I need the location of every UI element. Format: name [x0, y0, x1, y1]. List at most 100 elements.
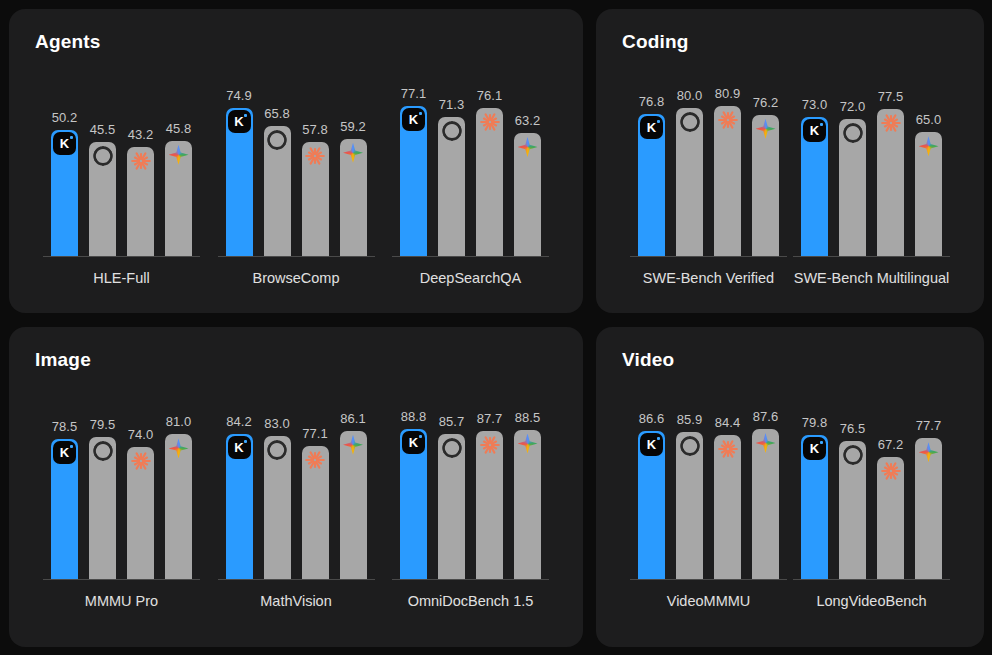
- k-accent-dot: [820, 441, 823, 444]
- kimi-icon: K: [402, 431, 425, 454]
- benchmark-label: MMMU Pro: [85, 593, 158, 609]
- bar-value-label: 86.6: [639, 411, 664, 426]
- bar: [839, 441, 866, 580]
- panel-coding-groups: 76.8K80.080.976.2SWE-Bench Verified73.0K…: [622, 78, 958, 286]
- k-accent-dot: [244, 114, 247, 117]
- bar: [438, 434, 465, 579]
- bar: [302, 142, 329, 256]
- bar-value-label: 88.8: [401, 409, 426, 424]
- openai-icon: [680, 112, 700, 132]
- baseline-axis: [218, 256, 375, 257]
- bar-column: 80.0: [676, 88, 703, 256]
- bar: [877, 109, 904, 256]
- benchmark-label: SWE-Bench Multilingual: [794, 270, 950, 286]
- panel-image: Image 78.5K79.574.081.0MMMU Pro84.2K83.0…: [9, 327, 583, 647]
- bar-column: 80.9: [714, 86, 741, 256]
- bar-column: 84.2 K: [226, 414, 253, 579]
- bar-cluster: 73.0 K 72.0 77.5 65.0: [801, 78, 942, 256]
- bar-value-label: 65.8: [264, 106, 289, 121]
- bar-column: 76.2: [752, 95, 779, 256]
- bar-column: 86.6 K: [638, 411, 665, 579]
- highlighted-bar: K: [400, 429, 427, 579]
- baseline-axis: [630, 256, 787, 257]
- bar-value-label: 86.1: [340, 411, 365, 426]
- bar: [165, 434, 192, 579]
- benchmark-group: 78.5K79.574.081.0MMMU Pro: [43, 401, 200, 609]
- highlighted-bar: K: [638, 114, 665, 256]
- bar-value-label: 45.5: [90, 122, 115, 137]
- panel-title-video: Video: [622, 349, 958, 371]
- openai-icon: [442, 438, 462, 458]
- bar: [264, 436, 291, 579]
- bar-column: 83.0: [264, 416, 291, 579]
- highlighted-bar: K: [400, 106, 427, 256]
- k-accent-dot: [419, 435, 422, 438]
- bar: [752, 429, 779, 579]
- baseline-axis: [218, 579, 375, 580]
- bar-column: 73.0 K: [801, 97, 828, 256]
- bar-value-label: 43.2: [128, 127, 153, 142]
- bar-column: 45.5: [89, 122, 116, 257]
- bar-value-label: 85.9: [677, 412, 702, 427]
- bar-value-label: 80.9: [715, 86, 740, 101]
- baseline-axis: [793, 256, 950, 257]
- bar-value-label: 76.1: [477, 88, 502, 103]
- bar-column: 77.5: [877, 89, 904, 256]
- bar-column: 59.2: [340, 119, 367, 256]
- bar-cluster: 74.9K65.857.859.2: [226, 78, 367, 256]
- k-letter: K: [810, 124, 819, 137]
- k-letter: K: [647, 121, 656, 134]
- panel-title-coding: Coding: [622, 31, 958, 53]
- claude-icon: [131, 151, 151, 171]
- bar-column: 76.8K: [638, 94, 665, 256]
- claude-icon: [881, 461, 901, 481]
- bar: [340, 139, 367, 256]
- bar-column: 71.3: [438, 97, 465, 256]
- kimi-icon: K: [53, 132, 76, 155]
- bar-value-label: 57.8: [302, 122, 327, 137]
- bar: [89, 437, 116, 579]
- gemini-icon: [518, 434, 538, 454]
- claude-icon: [718, 439, 738, 459]
- bar-value-label: 73.0: [802, 97, 827, 112]
- bar: [89, 142, 116, 257]
- k-letter: K: [234, 441, 243, 454]
- panel-title-image: Image: [35, 349, 557, 371]
- bar: [714, 435, 741, 580]
- claude-icon: [305, 450, 325, 470]
- k-letter: K: [234, 115, 243, 128]
- bar-column: 72.0: [839, 99, 866, 256]
- bar-value-label: 84.2: [226, 414, 251, 429]
- benchmark-group: 79.8K76.567.277.7LongVideoBench: [793, 401, 950, 609]
- benchmark-group: 84.2 K 83.0 77.1 86.1 MathVision: [218, 401, 375, 609]
- bar-value-label: 50.2: [52, 110, 77, 125]
- bar: [752, 115, 779, 256]
- highlighted-bar: K: [51, 439, 78, 579]
- kimi-icon: K: [640, 433, 663, 456]
- bar-cluster: 86.6K85.984.487.6: [638, 401, 779, 579]
- baseline-axis: [793, 579, 950, 580]
- bar-value-label: 65.0: [916, 112, 941, 127]
- benchmark-label: MathVision: [260, 593, 331, 609]
- bar-value-label: 45.8: [166, 121, 191, 136]
- k-letter: K: [647, 438, 656, 451]
- bar-column: 76.1: [476, 88, 503, 256]
- bar-cluster: 50.2 K 45.5 43.2 45.8: [51, 78, 192, 256]
- bar-value-label: 77.1: [302, 426, 327, 441]
- gemini-icon: [756, 119, 776, 139]
- gemini-icon: [343, 143, 363, 163]
- bar-value-label: 74.0: [128, 427, 153, 442]
- bar-column: 84.4: [714, 415, 741, 580]
- kimi-icon: K: [640, 116, 663, 139]
- panel-video: Video 86.6K85.984.487.6VideoMMMU79.8K76.…: [596, 327, 984, 647]
- bar-value-label: 76.5: [840, 421, 865, 436]
- bar-column: 87.7: [476, 411, 503, 579]
- bar-value-label: 77.7: [916, 418, 941, 433]
- benchmark-label: HLE-Full: [93, 270, 149, 286]
- bar-column: 81.0: [165, 414, 192, 579]
- kimi-icon: K: [803, 437, 826, 460]
- benchmark-label: VideoMMMU: [667, 593, 751, 609]
- bar-column: 67.2: [877, 437, 904, 579]
- bar-value-label: 85.7: [439, 414, 464, 429]
- gemini-icon: [518, 137, 538, 157]
